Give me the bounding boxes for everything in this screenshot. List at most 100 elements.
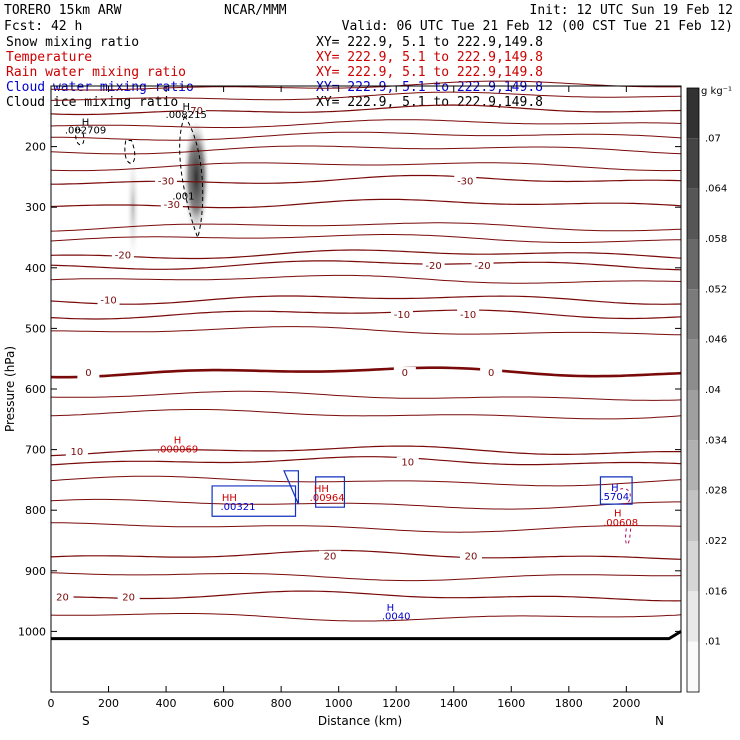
temperature-contour-0 <box>50 104 682 116</box>
valid-time: Valid: 06 UTC Tue 21 Feb 12 (00 CST Tue … <box>342 19 733 34</box>
contour-label-1-1: -30 <box>457 177 473 188</box>
field-name-0: Snow mixing ratio <box>6 35 139 50</box>
temperature-contour-extra-9 <box>51 326 682 336</box>
cloud-water-contour-1 <box>315 476 346 508</box>
y-tick-label-4: 600 <box>25 383 46 396</box>
colorbar-unit: g kg⁻¹ <box>701 86 732 97</box>
temperature-contour-extra-2 <box>50 119 682 129</box>
field-name-2: Rain water mixing ratio <box>6 65 186 80</box>
temperature-contour-4 <box>50 260 682 271</box>
contour-label-bg-7-2 <box>480 367 503 380</box>
contour-label-10-1: 20 <box>465 552 478 563</box>
field-xy-2: XY= 222.9, 5.1 to 222.9,149.8 <box>316 65 543 80</box>
field-xy-0: XY= 222.9, 5.1 to 222.9,149.8 <box>316 35 543 50</box>
temperature-contour-extra-6 <box>50 222 682 232</box>
contour-label-bg-1-1 <box>454 175 477 188</box>
colorbar-tick-7: .028 <box>705 486 727 497</box>
contour-label-bg-9-0 <box>396 456 419 469</box>
temperature-contour-extra-15 <box>50 572 682 582</box>
max-annotation-9: HH <box>314 484 329 495</box>
snow-shading-main <box>182 122 211 243</box>
max-annotation-10: .00964 <box>310 493 345 504</box>
contour-label-bg-1-0 <box>155 175 178 188</box>
temperature-contour-extra-16 <box>50 613 682 622</box>
max-annotation-13: H <box>614 508 622 519</box>
temperature-contour-extra-5 <box>50 162 681 172</box>
contour-label-5-0: -10 <box>100 295 116 306</box>
x-tick-label-8: 1600 <box>497 697 525 710</box>
temperature-contour-9 <box>50 456 682 466</box>
contour-label-bg-6-1 <box>457 308 480 321</box>
y-tick-label-6: 800 <box>25 504 46 517</box>
contour-label-7-1: 0 <box>402 368 408 379</box>
contour-label-bg-4-0 <box>422 259 445 272</box>
colorbar-swatch-7 <box>687 440 699 491</box>
field-name-4: Cloud ice mixing ratio <box>6 95 178 110</box>
colorbar-swatch-9 <box>687 541 699 592</box>
x-tick-label-0: 0 <box>48 697 55 710</box>
snow-shading-left <box>125 147 140 268</box>
max-annotation-11: H <box>611 483 619 494</box>
contour-label-8-0: 10 <box>71 447 84 458</box>
colorbar-swatch-10 <box>687 591 699 642</box>
max-annotation-0: H <box>82 117 90 128</box>
y-axis-label: Pressure (hPa) <box>3 346 17 432</box>
temperature-contour-extra-3 <box>51 131 682 141</box>
colorbar-swatch-0 <box>687 88 699 139</box>
y-tick-label-1: 300 <box>25 201 46 214</box>
colorbar-swatch-11 <box>687 641 699 692</box>
colorbar-swatch-8 <box>687 490 699 541</box>
contour-label-9-0: 10 <box>401 458 414 469</box>
max-annotation-12: .5704 <box>601 492 630 503</box>
colorbar-tick-2: .058 <box>705 234 727 245</box>
field-list: Snow mixing ratio XY= 222.9, 5.1 to 222.9… <box>6 35 543 110</box>
contour-label-1-0: -30 <box>158 177 174 188</box>
temperature-contour-extra-11 <box>50 409 682 420</box>
x-tick-label-10: 2000 <box>612 697 640 710</box>
north-end-label: N <box>655 714 664 728</box>
y-tick-label-8: 1000 <box>18 625 46 638</box>
temperature-contour-2 <box>50 198 682 209</box>
contour-label-bg-5-0 <box>97 294 120 307</box>
x-tick-label-4: 800 <box>271 697 292 710</box>
contour-label-bg-10-0 <box>319 550 342 563</box>
contour-label-bg-4-1 <box>471 259 494 272</box>
colorbar-tick-5: .04 <box>705 385 721 396</box>
colorbar-swatch-1 <box>687 138 699 189</box>
field-name-3: Cloud water mixing ratio <box>6 80 194 95</box>
contour-label-4-0: -20 <box>425 261 441 272</box>
cloud-ice-contour-main <box>179 115 204 240</box>
y-tick-label-3: 500 <box>25 322 46 335</box>
max-annotation-16: .0040 <box>382 611 411 622</box>
x-axis-label: Distance (km) <box>318 714 402 728</box>
temperature-contour-11 <box>51 590 682 602</box>
temperature-contour-7 <box>50 366 682 379</box>
contour-label-4-1: -20 <box>474 261 490 272</box>
contour-label-10-0: 20 <box>324 552 337 563</box>
contour-label-bg-2-0 <box>160 199 183 212</box>
cloud-water-contour-0 <box>211 485 297 517</box>
temperature-contour-extra-8 <box>50 274 682 284</box>
contour-label-bg-11-0 <box>51 591 74 604</box>
contour-label-7-2: 0 <box>488 368 494 379</box>
contour-label-bg-0-0 <box>183 105 206 118</box>
max-annotation-14: .00608 <box>603 518 638 529</box>
contour-label-bg-3-0 <box>111 249 134 262</box>
axes: 0 200 400 600 800 1000 1200 1400 1600 1800 2000200… <box>18 86 681 710</box>
colorbar-tick-6: .034 <box>705 435 727 446</box>
colorbar-tick-3: .052 <box>705 284 727 295</box>
y-tick-label-0: 200 <box>25 141 46 154</box>
contour-label-bg-7-0 <box>77 367 100 380</box>
temperature-contour-6 <box>50 309 682 320</box>
temperature-contour-10 <box>50 549 682 560</box>
plot-frame <box>50 85 682 693</box>
colorbar-tick-0: .07 <box>705 133 721 144</box>
max-annotation-5: H <box>174 436 182 447</box>
contour-label-bg-6-0 <box>390 308 413 321</box>
field-name-1: Temperature <box>6 50 92 65</box>
x-tick-label-3: 600 <box>213 697 234 710</box>
colorbar-swatch-6 <box>687 390 699 441</box>
temperature-contour-1 <box>51 174 682 185</box>
field-xy-3: XY= 222.9, 5.1 to 222.9,149.8 <box>316 80 543 95</box>
x-tick-label-5: 1000 <box>325 697 353 710</box>
